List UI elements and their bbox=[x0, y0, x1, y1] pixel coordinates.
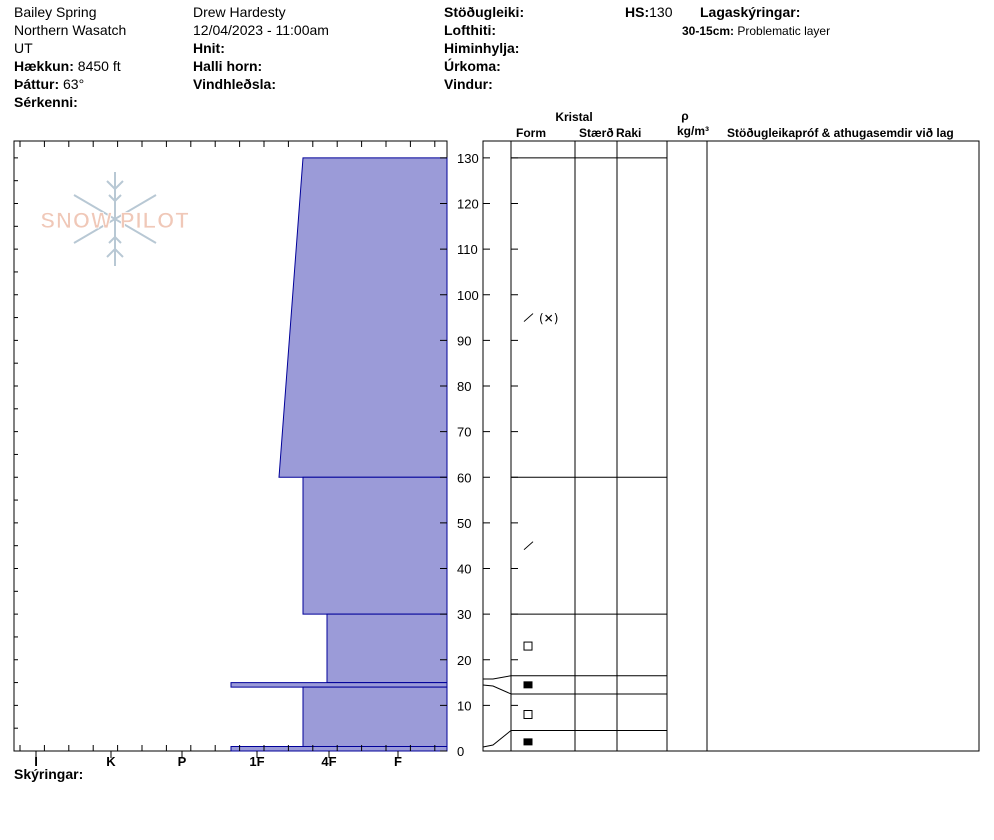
hardness-layer-bar bbox=[230, 682, 448, 688]
layer-table-frame bbox=[482, 140, 980, 752]
x-tick-label: 1F bbox=[249, 754, 264, 769]
form-header: Form bbox=[516, 126, 546, 140]
grain-crust-symbol bbox=[523, 738, 533, 746]
hardness-layer-bar bbox=[326, 613, 448, 684]
aspect-label: Þáttur: bbox=[14, 76, 60, 92]
hardness-x-axis: I K P 1F 4F F bbox=[34, 751, 402, 769]
depth-axis: 0 10 20 30 40 50 60 70 80 90 100 110 120 130 bbox=[440, 151, 479, 759]
tests-header: Stöðugleikapróf & athugasemdir við lag bbox=[727, 126, 954, 140]
grain-faceted-symbol bbox=[523, 710, 533, 719]
hardness-layer-bar bbox=[302, 476, 448, 615]
layer-connector bbox=[483, 675, 512, 680]
state: UT bbox=[14, 40, 33, 56]
x-tick-label: K bbox=[106, 754, 116, 769]
layer-connector bbox=[482, 684, 512, 695]
legend-label: Skýringar: bbox=[14, 766, 84, 782]
table-depth-ticks bbox=[483, 157, 518, 752]
y-tick-label: 0 bbox=[457, 744, 464, 759]
x-tick-label: 4F bbox=[321, 754, 336, 769]
aspect-value: 63° bbox=[63, 76, 85, 92]
watermark-text: SNOW PILOT bbox=[40, 208, 189, 233]
wind-loading-label: Vindhleðsla: bbox=[193, 76, 276, 92]
hs-value: 130 bbox=[649, 4, 673, 20]
y-tick-label: 60 bbox=[457, 470, 471, 485]
grain-decomposing-symbol bbox=[523, 313, 534, 322]
x-tick-label: P bbox=[178, 754, 187, 769]
layer-note-range: 30-15cm: bbox=[682, 24, 735, 38]
crystal-header: Kristal bbox=[555, 110, 592, 124]
air-temp-label: Lofthiti: bbox=[444, 22, 497, 38]
coordinates-label: Hnit: bbox=[193, 40, 225, 56]
grain-decomposing-symbol bbox=[523, 541, 534, 551]
elevation-label: Hækkun: bbox=[14, 58, 74, 74]
observation-datetime: 12/04/2023 - 11:00am bbox=[193, 22, 329, 38]
y-tick-label: 20 bbox=[457, 653, 471, 668]
size-header: Stærð bbox=[579, 126, 614, 140]
y-tick-label: 130 bbox=[457, 151, 479, 166]
layer-note-text: Problematic layer bbox=[737, 24, 831, 38]
hs-label: HS: bbox=[625, 4, 650, 20]
features-label: Sérkenni: bbox=[14, 94, 78, 110]
x-tick-label: I bbox=[34, 754, 38, 769]
mountain-range: Northern Wasatch bbox=[14, 22, 127, 38]
y-tick-label: 50 bbox=[457, 516, 471, 531]
slope-angle-label: Halli horn: bbox=[193, 58, 263, 74]
location-name: Bailey Spring bbox=[14, 4, 97, 20]
layer-note: 30-15cm: Problematic layer bbox=[682, 22, 830, 40]
observer-name: Drew Hardesty bbox=[193, 4, 286, 20]
hardness-layer-bar bbox=[302, 686, 448, 747]
y-tick-label: 10 bbox=[457, 698, 471, 713]
snowflake-icon bbox=[73, 172, 157, 266]
y-tick-label: 80 bbox=[457, 379, 471, 394]
hardness-profile bbox=[230, 157, 448, 752]
y-tick-label: 90 bbox=[457, 333, 471, 348]
snow-height: HS:130 bbox=[625, 3, 672, 21]
layer-connector bbox=[482, 730, 512, 748]
aspect: Þáttur: 63° bbox=[14, 75, 84, 93]
grain-faceted-symbol bbox=[523, 641, 533, 651]
moisture-header: Raki bbox=[616, 126, 641, 140]
snowpilot-watermark: SNOW PILOT bbox=[40, 172, 189, 266]
y-tick-label: 100 bbox=[457, 288, 479, 303]
density-unit-header: kg/m³ bbox=[677, 124, 709, 138]
hardness-frame-ticks bbox=[14, 141, 436, 751]
grain-crust-symbol bbox=[523, 681, 533, 689]
sky-cover-label: Himinhylja: bbox=[444, 40, 520, 56]
y-tick-label: 40 bbox=[457, 562, 471, 577]
grain-secondary-symbol: (✕) bbox=[539, 312, 558, 326]
y-tick-label: 120 bbox=[457, 197, 479, 212]
x-tick-label: F bbox=[394, 754, 402, 769]
y-tick-label: 30 bbox=[457, 607, 471, 622]
y-tick-label: 70 bbox=[457, 425, 471, 440]
y-tick-label: 110 bbox=[457, 242, 478, 257]
elevation-value: 8450 ft bbox=[77, 58, 121, 74]
hardness-layer-bar bbox=[230, 745, 448, 752]
layer-notes-label: Lagaskýringar: bbox=[700, 4, 801, 20]
hardness-layer-bar bbox=[278, 157, 448, 478]
elevation: Hækkun: 8450 ft bbox=[14, 57, 121, 75]
rho-header: ρ bbox=[681, 109, 688, 123]
layer-rows: (✕) bbox=[482, 157, 667, 752]
wind-label: Vindur: bbox=[444, 76, 493, 92]
stability-label: Stöðugleiki: bbox=[444, 4, 525, 20]
precipitation-label: Úrkoma: bbox=[444, 58, 501, 74]
